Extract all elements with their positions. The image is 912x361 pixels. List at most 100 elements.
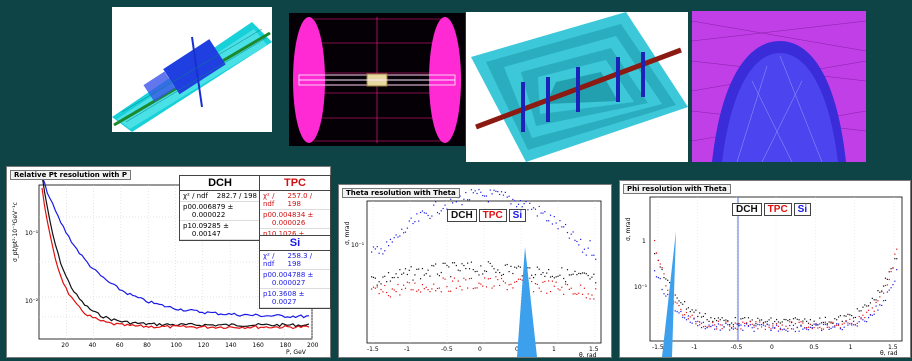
series-si-point <box>828 328 830 330</box>
series-tpc-point <box>468 278 471 280</box>
series-si-point <box>841 328 843 331</box>
series-tpc-point <box>563 293 565 295</box>
series-dch-point <box>787 319 789 322</box>
series-si-point <box>384 250 386 252</box>
series-dch-point <box>843 315 845 317</box>
series-dch-point <box>759 319 761 321</box>
series-tpc-point <box>841 323 843 325</box>
series-tpc-point <box>589 298 591 300</box>
series-tpc-point <box>555 281 557 283</box>
series-tpc-point <box>740 328 742 330</box>
series-si-point <box>455 201 457 203</box>
series-si-point <box>425 212 427 214</box>
series-tpc-point <box>760 326 763 328</box>
series-si-point <box>553 216 555 218</box>
series-si-point <box>704 328 706 330</box>
series-tpc-point <box>414 282 416 284</box>
legend-tpc-p0-value: 0.004834 ± 0.000026 <box>271 211 314 227</box>
series-dch-point <box>708 320 710 322</box>
series-si-point <box>654 270 656 272</box>
series-si-point <box>760 323 763 326</box>
legend-dch-title: DCH <box>180 176 260 191</box>
legend-dch-chi-value: 282.7 / 198 <box>216 192 257 200</box>
series-tpc-point <box>824 321 826 323</box>
series-si-point <box>429 217 431 220</box>
series-si-point <box>781 329 783 331</box>
series-tpc-point <box>399 294 401 296</box>
chart-phi-resolution: Phi resolution with Theta -1.5 -1 -0.5 0 0.5… <box>619 180 911 358</box>
legend-si-label: Si <box>793 203 812 216</box>
series-tpc-point <box>459 285 461 287</box>
series-si-point <box>764 325 766 327</box>
series-dch-point <box>879 291 881 293</box>
series-si-point <box>744 325 746 327</box>
series-dch-point <box>467 262 469 264</box>
series-dch-point <box>570 274 572 276</box>
series-si-point <box>659 277 661 280</box>
series-si-point <box>802 328 804 330</box>
series-tpc-point <box>382 291 384 293</box>
series-si-point <box>489 189 491 191</box>
x-tick-label: -0.5 <box>731 344 743 351</box>
legend-si-title: Si <box>260 236 330 251</box>
series-dch-point <box>583 272 586 274</box>
series-tpc-point <box>497 278 499 281</box>
series-si-point <box>517 203 520 205</box>
series-si-point <box>583 248 586 250</box>
series-dch-point <box>687 307 689 309</box>
series-tpc-point <box>894 253 896 255</box>
series-si <box>41 176 310 319</box>
x-tick-label: 80 <box>143 342 151 349</box>
series-tpc-point <box>702 326 704 328</box>
series-si-point <box>772 327 774 329</box>
series-dch-point <box>559 274 561 276</box>
series-dch-point <box>585 273 587 275</box>
series-tpc-point <box>667 289 669 291</box>
series-dch-point <box>772 323 774 325</box>
series-dch-point <box>371 276 373 278</box>
series-si-point <box>508 195 510 197</box>
series-dch-point <box>568 274 570 276</box>
series-dch-point <box>495 271 497 273</box>
series-tpc-point <box>685 311 688 314</box>
legend-si-chi-value: 258.3 / 198 <box>287 252 313 268</box>
series-dch-point <box>451 262 454 264</box>
chart-pt-resolution: Relative Pt resolution with P 20 40 60 80 10… <box>6 166 331 358</box>
series-si-point <box>843 326 845 328</box>
series-tpc-point <box>751 323 753 325</box>
series-tpc-point <box>549 290 552 293</box>
series-tpc-point <box>836 324 838 326</box>
legend-tpc-p0-label: p0 <box>263 211 272 219</box>
series-dch-point <box>474 270 476 273</box>
series-dch-point <box>527 267 529 269</box>
series-si-point <box>468 199 471 201</box>
series-tpc-point <box>508 284 510 286</box>
series-dch-point <box>493 268 495 270</box>
series-dch-point <box>482 273 484 275</box>
series-si-point <box>463 198 465 200</box>
series-dch-point <box>834 318 836 320</box>
series-tpc-point <box>873 310 875 312</box>
series-tpc-point <box>576 293 578 296</box>
series-dch-point <box>875 299 877 301</box>
series-si-point <box>412 222 414 225</box>
series-dch-point <box>578 272 580 275</box>
series-si-point <box>470 189 473 191</box>
series-dch-point <box>894 258 896 260</box>
series-si-point <box>811 327 813 329</box>
series-dch-point <box>502 273 505 276</box>
series-tpc-point <box>489 277 491 280</box>
series-dch-point <box>463 264 465 267</box>
series-si-point <box>682 316 684 318</box>
series-si-point <box>794 330 796 333</box>
series-dch-point <box>723 319 725 322</box>
series-tpc-point <box>514 281 516 283</box>
series-tpc-point <box>837 324 840 326</box>
series-tpc-point <box>585 297 587 299</box>
series-si-point <box>538 205 540 208</box>
series-si-point <box>710 325 712 328</box>
series-dch-point <box>792 318 795 320</box>
series-tpc-point <box>480 283 482 285</box>
y-tick-label: 10⁻¹ <box>351 242 365 249</box>
series-si-point <box>589 240 591 242</box>
